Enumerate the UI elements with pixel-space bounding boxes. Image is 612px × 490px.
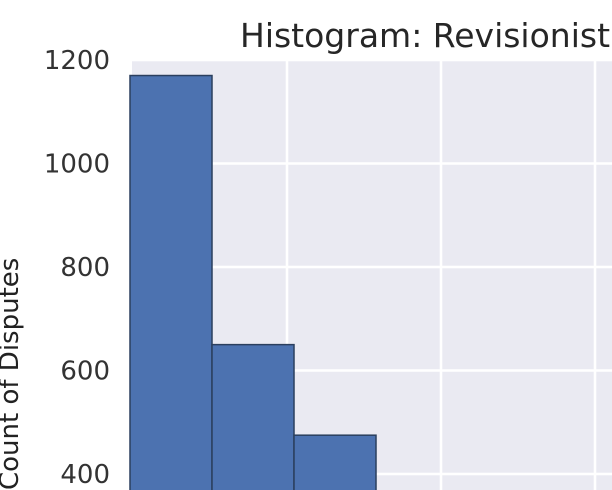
bars: [129, 74, 377, 490]
histogram-bar-0: [129, 74, 213, 490]
y-tick-label-2: 800: [60, 253, 110, 283]
chart-title: Histogram: Revisionist: [240, 16, 610, 55]
y-tick-label-3: 1000: [44, 150, 110, 180]
histogram-bar-2: [293, 434, 377, 490]
y-axis-label: Count of Disputes: [0, 258, 25, 490]
y-tick-label-0: 400: [60, 460, 110, 490]
y-tick-label-4: 1200: [44, 46, 110, 76]
histogram-bar-1: [211, 343, 295, 490]
y-tick-label-1: 600: [60, 357, 110, 387]
y-axis-ticks: 400 600 800 1000 1200: [44, 46, 110, 490]
